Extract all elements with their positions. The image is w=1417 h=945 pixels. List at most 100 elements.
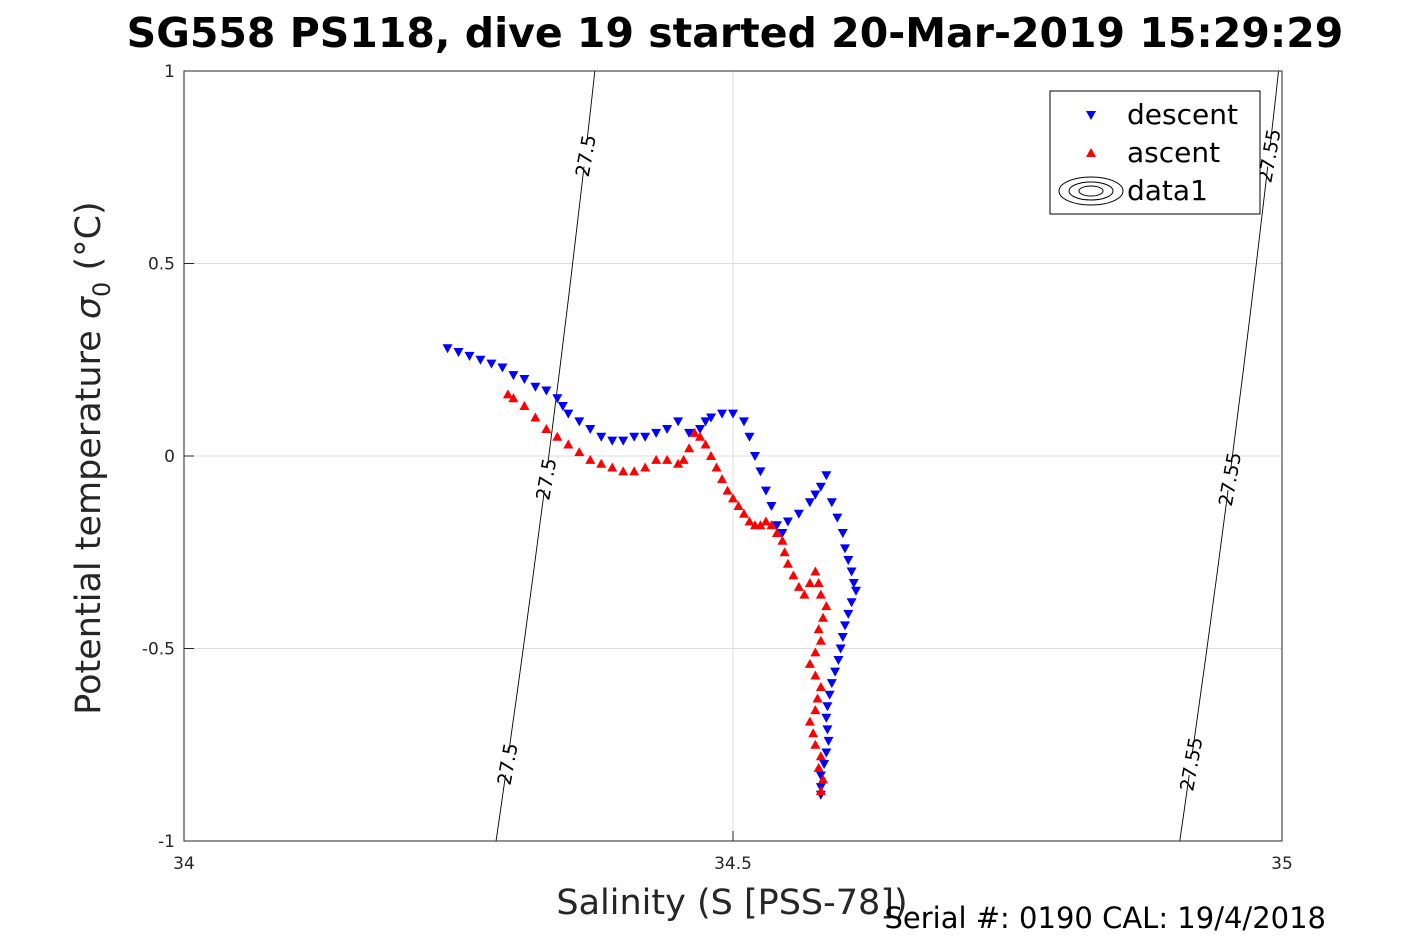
- descent-point: [640, 432, 651, 442]
- descent-point: [717, 409, 728, 419]
- ascent-point: [574, 447, 585, 457]
- ascent-point: [804, 716, 815, 726]
- descent-point: [563, 409, 574, 419]
- ascent-point: [618, 466, 629, 476]
- descent-point: [673, 417, 684, 427]
- ascent-point: [810, 670, 821, 680]
- descent-point: [629, 432, 640, 442]
- ascent-point: [541, 424, 552, 434]
- ascent-point: [700, 439, 711, 449]
- ascent-point: [711, 462, 722, 472]
- ascent-point: [722, 485, 733, 495]
- descent-point: [832, 513, 843, 523]
- ascent-point: [651, 454, 662, 464]
- legend-data1-label: data1: [1127, 174, 1208, 207]
- ascent-point: [530, 412, 541, 422]
- ascent-point: [793, 581, 804, 591]
- descent-series: [442, 344, 861, 800]
- descent-point: [442, 344, 453, 354]
- ascent-point: [717, 474, 728, 484]
- descent-point: [530, 382, 541, 392]
- ascent-point: [607, 462, 618, 472]
- ascent-point: [815, 635, 826, 645]
- descent-point: [837, 632, 848, 642]
- ascent-point: [673, 458, 684, 468]
- ascent-point: [813, 578, 824, 588]
- ascent-point: [738, 508, 749, 518]
- y-axis-label: Potential temperature σ0 (°C): [69, 201, 116, 714]
- ascent-point: [733, 501, 744, 511]
- descent-point: [552, 394, 563, 404]
- descent-point: [607, 436, 618, 446]
- descent-point: [700, 417, 711, 427]
- ascent-point: [585, 454, 596, 464]
- ascent-point: [760, 516, 771, 526]
- descent-point: [662, 425, 673, 435]
- x-tick-label: 34.5: [714, 854, 752, 874]
- ascent-point: [766, 520, 777, 530]
- descent-point: [833, 656, 844, 666]
- ascent-point: [771, 528, 782, 537]
- descent-point: [760, 486, 771, 496]
- descent-point: [822, 725, 833, 735]
- x-tick-label: 34: [173, 854, 195, 874]
- descent-point: [837, 529, 848, 538]
- descent-point: [821, 471, 832, 481]
- descent-point: [843, 555, 854, 565]
- descent-point: [826, 679, 837, 689]
- descent-point: [596, 432, 607, 442]
- descent-point: [821, 748, 832, 758]
- descent-point: [839, 621, 850, 631]
- descent-point: [684, 428, 695, 438]
- x-tick-label: 35: [1271, 854, 1293, 874]
- legend-box: [1049, 90, 1261, 215]
- descent-point: [793, 509, 804, 519]
- descent-point: [777, 529, 788, 538]
- y-axis-label-unit: (°C): [69, 201, 109, 281]
- descent-point: [846, 567, 857, 577]
- legend-contour-icon: [1058, 176, 1124, 206]
- descent-point: [585, 425, 596, 435]
- ascent-point: [782, 558, 793, 568]
- ascent-series: [502, 389, 832, 795]
- descent-point: [846, 598, 857, 608]
- y-axis-label-subscript: 0: [88, 282, 116, 297]
- y-tick-label: 0.5: [148, 255, 175, 275]
- descent-point: [826, 498, 837, 508]
- descent-point: [728, 409, 738, 419]
- axis-ticks: 34 34.5 35 -1 -0.5 0 0.5 1: [142, 62, 1293, 874]
- ascent-point: [813, 624, 824, 634]
- ascent-point: [695, 431, 706, 441]
- ascent-point: [815, 785, 826, 795]
- descent-point: [819, 760, 830, 769]
- descent-point: [815, 771, 826, 781]
- descent-point: [464, 351, 475, 361]
- y-tick-label: -1: [158, 832, 175, 852]
- ascent-point: [804, 658, 815, 668]
- descent-point: [557, 401, 568, 411]
- descent-point: [618, 436, 629, 446]
- descent-point: [824, 690, 835, 700]
- descent-point: [830, 667, 841, 677]
- descent-point: [744, 432, 755, 442]
- density-contours: [495, 71, 1279, 841]
- descent-point: [804, 498, 815, 508]
- ascent-point: [749, 520, 760, 530]
- descent-point: [519, 375, 530, 384]
- descent-point: [755, 467, 766, 477]
- descent-point: [453, 348, 464, 358]
- descent-point: [821, 713, 832, 723]
- serial-cal-footer: Serial #: 0190 CAL: 19/4/2018: [884, 901, 1326, 935]
- descent-point: [815, 482, 826, 492]
- y-tick-label: 0: [164, 447, 175, 467]
- legend-descent-marker-icon: [1086, 111, 1096, 120]
- ascent-point: [821, 601, 832, 611]
- descent-point: [738, 417, 749, 427]
- legend-descent-label: descent: [1127, 98, 1238, 131]
- y-tick-label: -0.5: [142, 640, 175, 660]
- descent-point: [508, 371, 519, 381]
- ascent-point: [684, 443, 695, 453]
- descent-point: [475, 355, 486, 365]
- ascent-point: [678, 454, 689, 464]
